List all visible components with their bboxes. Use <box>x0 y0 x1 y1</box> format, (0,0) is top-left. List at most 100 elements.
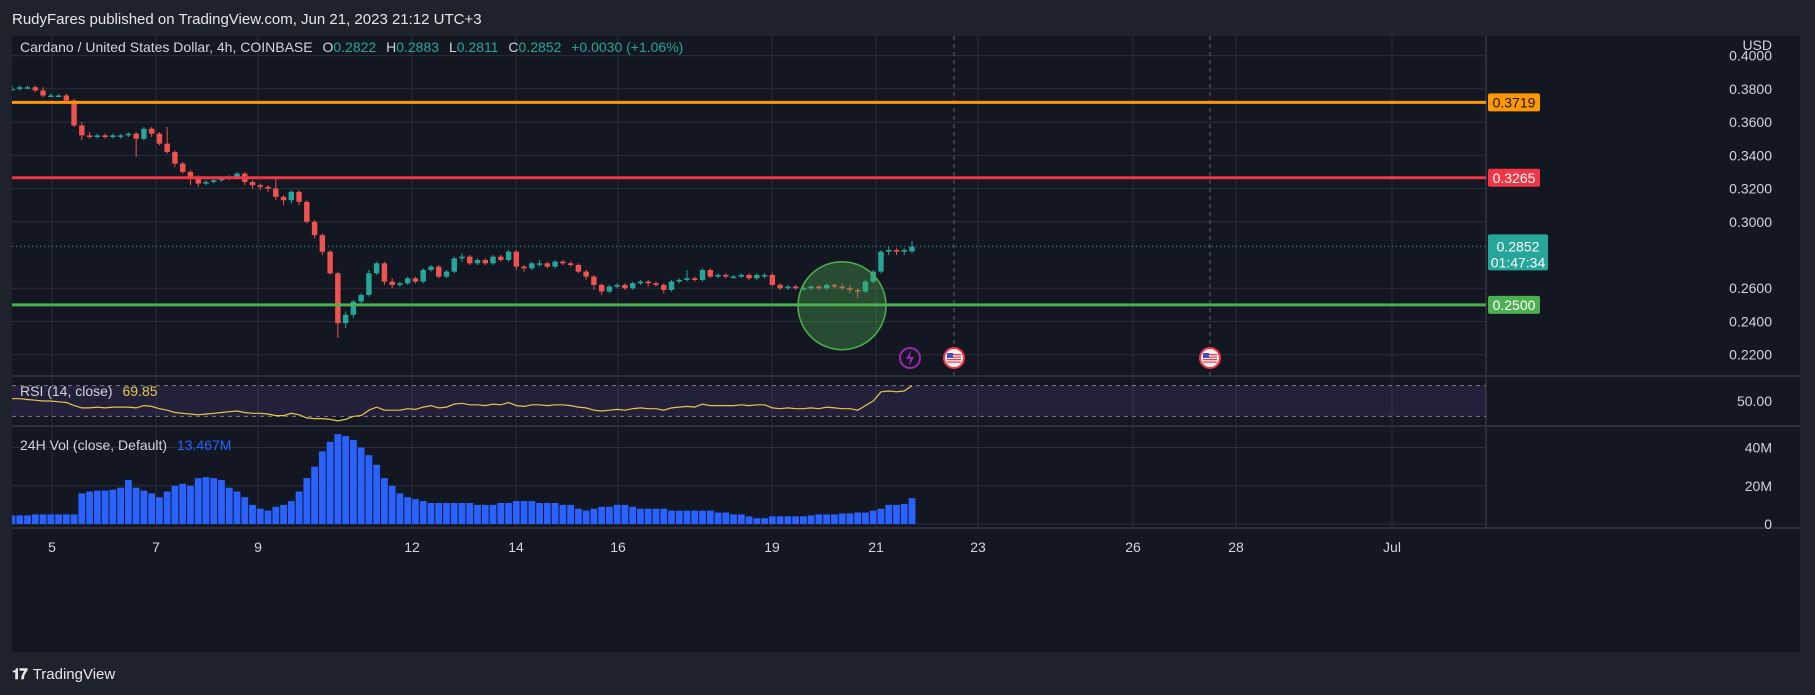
volume-bar <box>31 514 39 524</box>
open-value: 0.2822 <box>333 39 377 55</box>
volume-axis-tick-label: 40M <box>1745 440 1772 456</box>
rsi-legend[interactable]: RSI (14, close) 69.85 <box>20 383 164 399</box>
time-axis-tick-label: 12 <box>404 539 420 555</box>
volume-bar <box>163 491 171 524</box>
low-value: 0.2811 <box>456 39 499 55</box>
volume-bar <box>792 516 799 524</box>
bar-countdown-label: 01:47:34 <box>1491 254 1546 270</box>
volume-bar <box>218 480 225 524</box>
candle-body <box>723 274 729 277</box>
candle-body <box>404 278 411 284</box>
volume-bar <box>156 497 163 524</box>
volume-bar <box>86 491 93 524</box>
candle-body <box>552 261 558 267</box>
price-level-label-bg <box>1488 93 1540 112</box>
candle-body <box>133 133 139 139</box>
candle-body <box>12 88 15 91</box>
time-axis-tick-label: 23 <box>970 539 986 555</box>
volume-bar <box>854 512 862 524</box>
volume-bar <box>745 516 753 524</box>
price-level-label-bg <box>1488 295 1540 314</box>
lightning-event-icon[interactable] <box>899 347 921 369</box>
volume-bar <box>714 512 722 524</box>
candle-body <box>800 288 807 290</box>
candle-body <box>754 274 760 279</box>
candle-body <box>459 256 465 259</box>
volume-bar <box>55 514 62 524</box>
last-price-label: 0.2852 <box>1497 238 1540 254</box>
candle-body <box>86 135 93 138</box>
candle-body <box>32 87 38 91</box>
us-flag-event-icon[interactable] <box>1199 347 1221 369</box>
candle-body <box>622 284 628 289</box>
volume-bar <box>691 510 699 524</box>
candle-body <box>513 251 520 267</box>
candle-body <box>474 260 481 264</box>
candle-body <box>498 256 504 260</box>
volume-bar <box>318 451 326 524</box>
price-axis-tick-label: 0.2200 <box>1729 347 1772 363</box>
volume-bar <box>660 508 668 524</box>
candle-body <box>575 264 582 272</box>
candle-body <box>71 100 77 126</box>
candle-body <box>707 269 713 277</box>
volume-bar <box>466 502 474 524</box>
candle-body <box>560 261 566 264</box>
volume-bar <box>342 436 349 524</box>
volume-bar <box>776 516 784 524</box>
volume-bar <box>24 515 31 524</box>
candle-body <box>273 188 279 197</box>
volume-bar <box>567 504 574 524</box>
volume-bar <box>629 506 637 524</box>
flag-stripe <box>1203 361 1217 363</box>
price-axis-unit-label: USD <box>1742 37 1772 53</box>
candle-body <box>893 250 900 252</box>
volume-bar <box>621 504 629 524</box>
candle-body <box>381 263 388 282</box>
candle-body <box>389 281 395 285</box>
volume-bar <box>311 466 318 524</box>
candle-body <box>358 294 364 302</box>
volume-bar <box>559 504 567 524</box>
candle-body <box>110 135 116 138</box>
volume-bar <box>613 504 621 524</box>
volume-bar <box>202 477 210 524</box>
volume-bar <box>396 493 404 524</box>
candle-body <box>909 246 915 252</box>
candle-body <box>265 186 271 189</box>
candle-body <box>699 269 706 280</box>
volume-bar <box>148 493 156 524</box>
chart-canvas[interactable]: 5 7 9 12 14 16 19 21 23 26 28 Jul 0.4000 0.3800 0.3600… <box>12 36 1800 652</box>
flag-stripe <box>947 354 961 356</box>
volume-bar <box>481 504 489 524</box>
symbol-title: Cardano / United States Dollar, 4h, COIN… <box>20 39 313 55</box>
volume-bar <box>831 514 838 524</box>
volume-bar <box>800 516 807 524</box>
candle-body <box>335 273 341 324</box>
candle-body <box>249 181 256 186</box>
candle-body <box>583 271 589 277</box>
volume-legend[interactable]: 24H Vol (close, Default) 13.467M <box>20 437 237 453</box>
volume-bar <box>225 487 233 524</box>
volume-bar <box>497 502 505 524</box>
candle-body <box>296 191 302 202</box>
candle-body <box>730 276 737 279</box>
candle-body <box>55 95 62 98</box>
candle-body <box>211 180 217 182</box>
chart-frame[interactable]: 5 7 9 12 14 16 19 21 23 26 28 Jul 0.4000 0.3800 0.3600… <box>12 36 1800 652</box>
time-axis-tick-label: Jul <box>1383 539 1401 555</box>
candle-body <box>94 135 101 138</box>
candle-body <box>521 266 527 269</box>
us-flag-event-icon[interactable] <box>943 347 965 369</box>
candle-body <box>234 173 240 177</box>
low-label: L <box>448 39 457 55</box>
volume-bar <box>125 480 132 524</box>
volume-bar <box>256 508 264 524</box>
price-axis-tick-label: 0.3600 <box>1729 114 1772 130</box>
candle-body <box>482 260 488 264</box>
candle-body <box>529 263 535 269</box>
candle-body <box>172 152 178 164</box>
candle-body <box>451 258 457 272</box>
volume-bar <box>233 491 241 524</box>
volume-bar <box>171 485 179 524</box>
